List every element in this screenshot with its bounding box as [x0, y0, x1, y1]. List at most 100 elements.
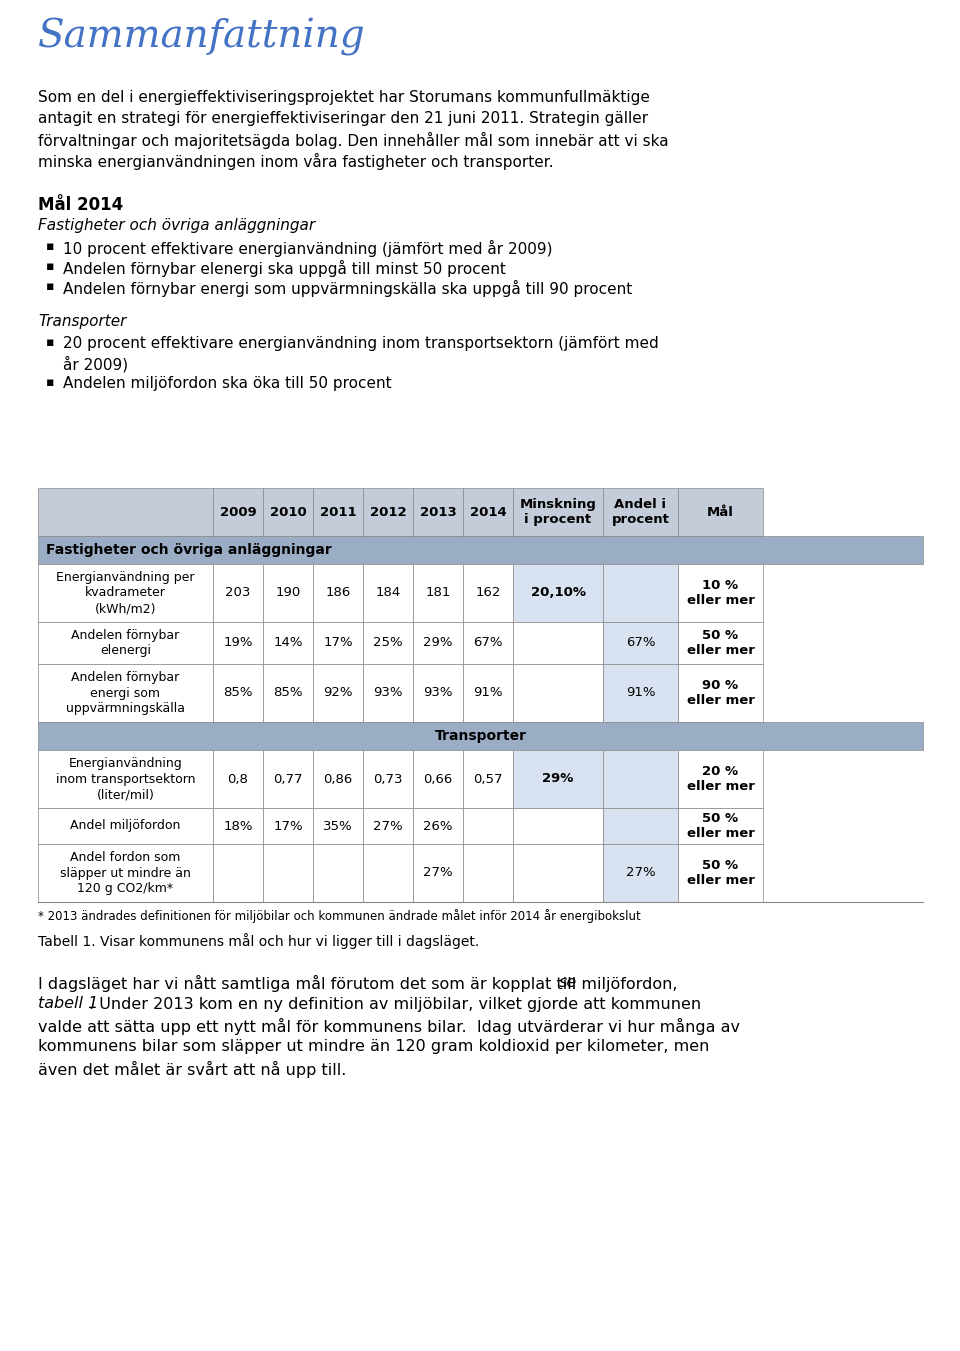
Bar	[463, 488, 513, 536]
Bar	[463, 663, 513, 721]
Text: 2009: 2009	[220, 505, 256, 519]
Text: 67%: 67%	[626, 636, 656, 650]
Text: 20 %
eller mer: 20 % eller mer	[686, 765, 755, 793]
Text: Transporter: Transporter	[435, 730, 526, 743]
Text: 2012: 2012	[370, 505, 406, 519]
Bar	[38, 844, 213, 902]
Bar	[363, 844, 413, 902]
Text: ▪: ▪	[46, 336, 55, 349]
Bar	[263, 563, 313, 621]
Bar	[38, 536, 923, 563]
Text: 50 %
eller mer: 50 % eller mer	[686, 812, 755, 840]
Text: 93%: 93%	[423, 686, 453, 700]
Bar	[413, 844, 463, 902]
Text: 0,77: 0,77	[274, 773, 302, 785]
Bar	[213, 621, 263, 663]
Bar	[263, 750, 313, 808]
Text: 20,10%: 20,10%	[531, 586, 586, 600]
Bar	[213, 488, 263, 536]
Text: 91%: 91%	[626, 686, 656, 700]
Text: 186: 186	[325, 586, 350, 600]
Bar	[313, 844, 363, 902]
Bar	[313, 663, 363, 721]
Text: valde att sätta upp ett nytt mål för kommunens bilar.  Idag utvärderar vi hur må: valde att sätta upp ett nytt mål för kom…	[38, 1019, 740, 1035]
Text: Tabell 1. Visar kommunens mål och hur vi ligger till i dagsläget.: Tabell 1. Visar kommunens mål och hur vi…	[38, 934, 479, 948]
Bar	[38, 750, 213, 808]
Bar	[678, 621, 763, 663]
Text: Fastigheter och övriga anläggningar: Fastigheter och övriga anläggningar	[46, 543, 332, 557]
Bar	[263, 663, 313, 721]
Bar	[213, 750, 263, 808]
Bar	[513, 750, 603, 808]
Text: kommunens bilar som släpper ut mindre än 120 gram koldioxid per kilometer, men: kommunens bilar som släpper ut mindre än…	[38, 1039, 709, 1055]
Bar	[678, 750, 763, 808]
Text: 35%: 35%	[324, 820, 353, 832]
Bar	[413, 563, 463, 621]
Text: ▪: ▪	[46, 259, 55, 273]
Text: . Under 2013 kom en ny definition av miljöbilar, vilket gjorde att kommunen: . Under 2013 kom en ny definition av mil…	[88, 997, 701, 1012]
Text: 0,73: 0,73	[373, 773, 403, 785]
Bar	[413, 621, 463, 663]
Bar	[263, 621, 313, 663]
Text: 50 %
eller mer: 50 % eller mer	[686, 859, 755, 888]
Bar	[513, 563, 603, 621]
Text: 67%: 67%	[473, 636, 503, 650]
Bar	[513, 663, 603, 721]
Bar	[603, 563, 678, 621]
Bar	[463, 808, 513, 844]
Text: Fastigheter och övriga anläggningar: Fastigheter och övriga anläggningar	[38, 218, 315, 232]
Bar	[363, 663, 413, 721]
Text: Sammanfattning: Sammanfattning	[38, 18, 366, 55]
Text: 2013: 2013	[420, 505, 456, 519]
Bar	[513, 488, 603, 536]
Text: 85%: 85%	[274, 686, 302, 700]
Text: 29%: 29%	[542, 773, 574, 785]
Text: ▪: ▪	[46, 240, 55, 253]
Text: 29%: 29%	[423, 636, 453, 650]
Text: Andel miljöfordon: Andel miljöfordon	[70, 820, 180, 832]
Text: Mål: Mål	[708, 505, 734, 519]
Text: 0,66: 0,66	[423, 773, 452, 785]
Text: 27%: 27%	[423, 866, 453, 880]
Bar	[513, 621, 603, 663]
Bar	[603, 844, 678, 902]
Bar	[313, 750, 363, 808]
Text: antagit en strategi för energieffektiviseringar den 21 juni 2011. Strategin gäll: antagit en strategi för energieffektivis…	[38, 111, 648, 126]
Bar	[363, 488, 413, 536]
Text: 93%: 93%	[373, 686, 403, 700]
Bar	[313, 488, 363, 536]
Text: Minskning
i procent: Minskning i procent	[519, 497, 596, 527]
Text: 92%: 92%	[324, 686, 352, 700]
Text: se: se	[559, 975, 577, 990]
Text: Transporter: Transporter	[38, 313, 127, 330]
Text: minska energianvändningen inom våra fastigheter och transporter.: minska energianvändningen inom våra fast…	[38, 153, 554, 170]
Bar	[38, 563, 213, 621]
Bar	[213, 844, 263, 902]
Text: 17%: 17%	[274, 820, 302, 832]
Text: Andelen förnybar
elenergi: Andelen förnybar elenergi	[71, 628, 180, 657]
Bar	[38, 621, 213, 663]
Text: 162: 162	[475, 586, 501, 600]
Bar	[678, 808, 763, 844]
Text: Andelen miljöfordon ska öka till 50 procent: Andelen miljöfordon ska öka till 50 proc…	[63, 376, 392, 390]
Text: ▪: ▪	[46, 376, 55, 389]
Bar	[463, 844, 513, 902]
Text: Energianvändning
inom transportsektorn
(liter/mil): Energianvändning inom transportsektorn (…	[56, 757, 195, 801]
Bar	[678, 844, 763, 902]
Text: 184: 184	[375, 586, 400, 600]
Bar	[603, 621, 678, 663]
Text: även det målet är svårt att nå upp till.: även det målet är svårt att nå upp till.	[38, 1061, 347, 1078]
Text: 85%: 85%	[224, 686, 252, 700]
Bar	[463, 750, 513, 808]
Text: Mål 2014: Mål 2014	[38, 196, 123, 213]
Bar	[363, 750, 413, 808]
Text: Som en del i energieffektiviseringsprojektet har Storumans kommunfullmäktige: Som en del i energieffektiviseringsproje…	[38, 91, 650, 105]
Bar	[413, 750, 463, 808]
Text: 181: 181	[425, 586, 450, 600]
Bar	[513, 808, 603, 844]
Text: * 2013 ändrades definitionen för miljöbilar och kommunen ändrade målet inför 201: * 2013 ändrades definitionen för miljöbi…	[38, 909, 640, 923]
Text: 91%: 91%	[473, 686, 503, 700]
Text: 19%: 19%	[224, 636, 252, 650]
Text: Andelen förnybar energi som uppvärmningskälla ska uppgå till 90 procent: Andelen förnybar energi som uppvärmnings…	[63, 280, 633, 297]
Bar	[263, 808, 313, 844]
